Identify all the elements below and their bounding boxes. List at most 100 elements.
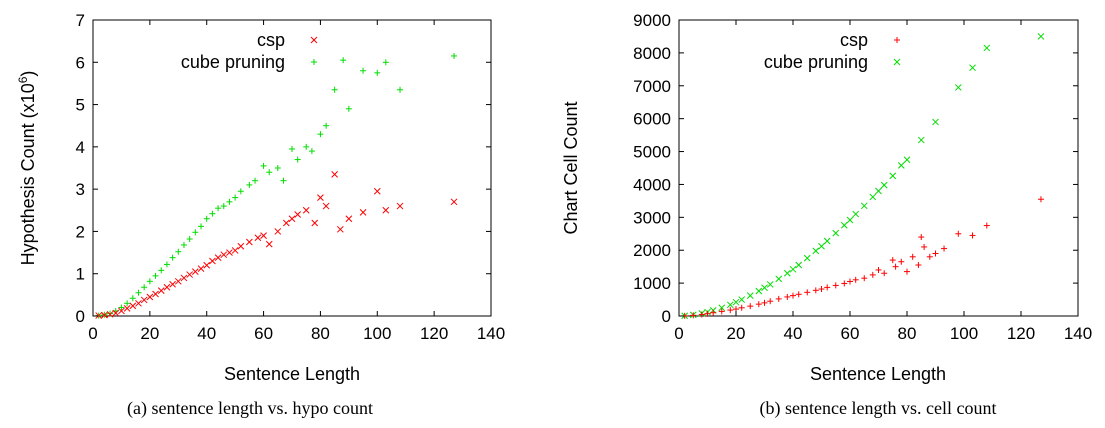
point-csp-5 xyxy=(718,308,725,315)
x-tick-label: 60 xyxy=(841,324,860,343)
point-csp-23 xyxy=(847,278,853,285)
point-cube-pruning-30 xyxy=(897,162,905,169)
point-csp-28 xyxy=(881,270,888,277)
point-csp-5 xyxy=(123,305,131,312)
point-csp-10 xyxy=(755,301,762,308)
point-cube-pruning-38 xyxy=(331,86,338,93)
point-csp-8 xyxy=(738,304,745,311)
point-csp-34 xyxy=(915,262,922,269)
point-csp-40 xyxy=(345,215,353,223)
point-csp-41 xyxy=(359,209,367,216)
point-csp-37 xyxy=(322,202,330,210)
point-csp-26 xyxy=(246,238,253,246)
point-cube-pruning-37 xyxy=(323,122,330,129)
y-axis-label-a-exp: 6 xyxy=(16,76,30,83)
point-cube-pruning-8 xyxy=(141,284,148,291)
point-csp-3 xyxy=(112,309,120,317)
y-tick-label: 6 xyxy=(76,53,85,72)
legend-b-marker-0 xyxy=(894,37,900,43)
point-cube-pruning-17 xyxy=(192,229,199,236)
point-csp-44 xyxy=(396,202,404,210)
point-csp-20 xyxy=(209,257,216,265)
point-csp-12 xyxy=(767,298,774,305)
caption-b: (b) sentence length vs. cell count xyxy=(760,398,997,419)
x-tick-label: 20 xyxy=(140,324,159,343)
legend-a: csp cube pruning xyxy=(181,30,318,72)
point-csp-4 xyxy=(710,309,717,316)
point-csp-38 xyxy=(932,250,939,257)
point-csp-31 xyxy=(282,219,290,227)
point-cube-pruning-24 xyxy=(232,194,239,201)
point-csp-29 xyxy=(889,257,896,264)
x-tick-label: 120 xyxy=(1007,324,1035,343)
point-cube-pruning-11 xyxy=(158,267,165,274)
point-csp-6 xyxy=(727,307,734,314)
point-cube-pruning-9 xyxy=(146,278,153,285)
plot-frame-b xyxy=(678,19,1079,317)
point-csp-2 xyxy=(106,310,114,318)
point-cube-pruning-14 xyxy=(175,248,182,255)
point-csp-15 xyxy=(180,274,188,282)
y-tick-label: 5 xyxy=(76,96,85,115)
point-csp-24 xyxy=(231,247,239,254)
point-cube-pruning-29 xyxy=(889,172,897,180)
legend-b-label-0: csp xyxy=(840,30,868,50)
scatter-marks-a xyxy=(95,52,458,319)
point-cube-pruning-10 xyxy=(152,272,159,279)
point-cube-pruning-9 xyxy=(746,292,754,299)
point-cube-pruning-15 xyxy=(789,265,797,273)
point-cube-pruning-43 xyxy=(382,59,389,66)
x-tick-label: 120 xyxy=(420,324,448,343)
point-csp-14 xyxy=(174,277,182,285)
point-cube-pruning-20 xyxy=(823,237,831,245)
point-cube-pruning-12 xyxy=(163,261,170,268)
point-csp-35 xyxy=(918,234,925,241)
point-csp-22 xyxy=(220,251,228,259)
y-tick-label: 1 xyxy=(76,265,85,284)
panel-b-cell-count: 0 20 40 60 80 100 120 140 0 1000 2000 3000 4000 5000 6… xyxy=(561,11,1092,419)
point-cube-pruning-18 xyxy=(198,223,205,230)
point-csp-42 xyxy=(983,222,990,229)
x-axis-label-a: Sentence Length xyxy=(224,364,360,384)
point-cube-pruning-4 xyxy=(118,304,125,311)
y-tick-label: 1000 xyxy=(633,274,671,293)
point-cube-pruning-6 xyxy=(129,295,136,302)
point-csp-37 xyxy=(926,253,933,260)
legend-marker-csp xyxy=(894,37,900,43)
point-cube-pruning-13 xyxy=(169,254,176,261)
point-cube-pruning-33 xyxy=(932,118,939,126)
point-cube-pruning-34 xyxy=(954,84,962,91)
point-csp-8 xyxy=(140,296,148,304)
y-axis-label-a-suffix: ) xyxy=(18,71,38,77)
x-tick-label: 140 xyxy=(477,324,505,343)
point-cube-pruning-28 xyxy=(880,181,888,189)
point-cube-pruning-14 xyxy=(783,269,791,277)
point-cube-pruning-18 xyxy=(812,247,820,255)
point-csp-17 xyxy=(191,268,199,275)
point-cube-pruning-29 xyxy=(266,169,273,176)
point-cube-pruning-36 xyxy=(983,44,991,52)
x-tick-label: 100 xyxy=(363,324,391,343)
point-csp-30 xyxy=(892,263,899,270)
point-cube-pruning-13 xyxy=(775,275,783,283)
y-tick-label: 2000 xyxy=(633,241,671,260)
legend-b: csp cube pruning xyxy=(764,30,901,72)
y-tick-label: 2 xyxy=(76,222,85,241)
point-csp-30 xyxy=(274,228,282,235)
point-cube-pruning-16 xyxy=(186,236,193,243)
x-tick-label: 20 xyxy=(727,324,746,343)
point-csp-0 xyxy=(95,312,103,319)
point-csp-7 xyxy=(135,299,142,307)
y-tick-label: 8000 xyxy=(633,44,671,63)
point-csp-16 xyxy=(186,271,194,278)
x-tick-label: 60 xyxy=(254,324,273,343)
point-csp-2 xyxy=(698,311,705,318)
point-csp-25 xyxy=(861,275,868,282)
point-csp-38 xyxy=(331,170,338,178)
legend-marker-cube-pruning xyxy=(311,59,317,65)
point-cube-pruning-32 xyxy=(289,145,295,152)
point-csp-18 xyxy=(197,265,205,272)
y-axis-label-b: Chart Cell Count xyxy=(561,101,581,234)
point-csp-3 xyxy=(704,310,711,317)
